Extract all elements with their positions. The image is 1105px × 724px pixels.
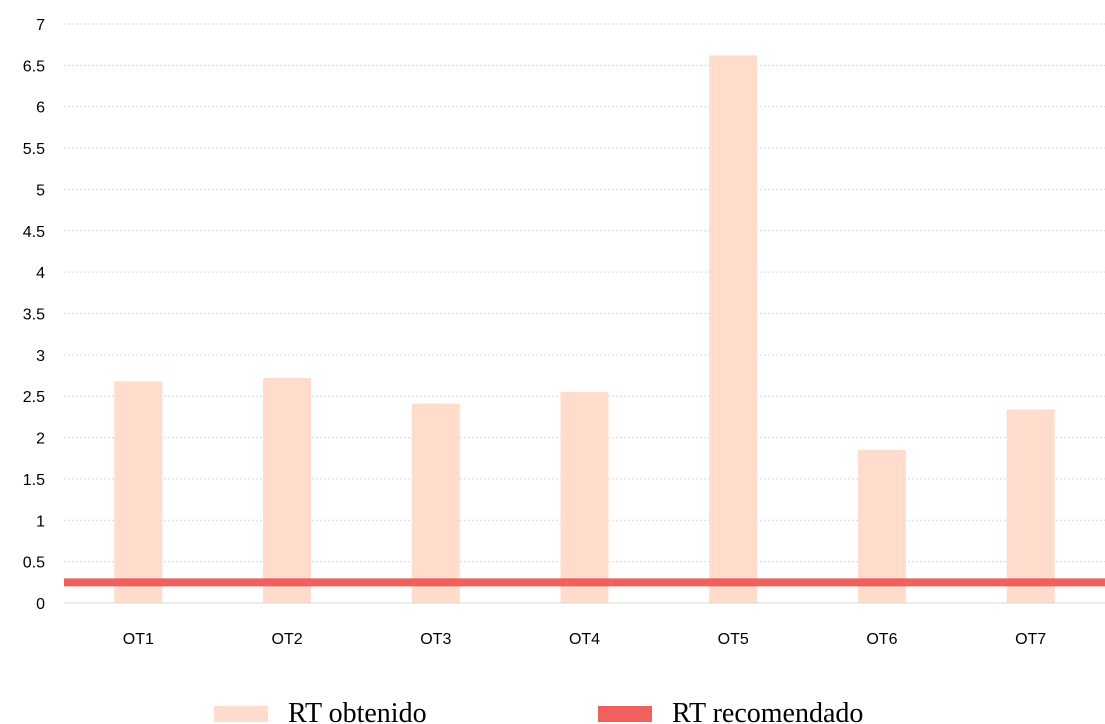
legend-label-rt-recomendado: RT recomendado xyxy=(672,698,863,724)
x-tick-label: OT3 xyxy=(420,631,451,648)
y-tick-label: 0 xyxy=(36,596,45,613)
y-tick-label: 6 xyxy=(36,100,45,117)
y-tick-label: 0.5 xyxy=(23,555,45,572)
y-tick-label: 3 xyxy=(36,348,45,365)
legend-swatch-rt-obtenido xyxy=(214,706,268,722)
y-tick-label: 6.5 xyxy=(23,58,45,75)
y-tick-label: 7 xyxy=(36,17,45,34)
legend-label-rt-obtenido: RT obtenido xyxy=(288,698,427,724)
y-axis-tick-labels: 0 0.5 1 1.5 2 2.5 3 3.5 4 4.5 5 5.5 6 6.5 7 xyxy=(23,17,45,613)
bar-ot5 xyxy=(709,55,758,604)
bar-ot3 xyxy=(411,403,460,603)
x-tick-label: OT6 xyxy=(866,631,897,648)
legend: RT obtenido RT recomendado xyxy=(214,698,863,724)
bar-ot6 xyxy=(857,449,906,603)
legend-swatch-rt-recomendado xyxy=(598,706,652,722)
bars xyxy=(114,55,1055,604)
y-tick-label: 4 xyxy=(36,265,45,282)
x-tick-label: OT5 xyxy=(718,631,749,648)
x-tick-label: OT1 xyxy=(123,631,154,648)
y-tick-label: 3.5 xyxy=(23,307,45,324)
y-tick-label: 5.5 xyxy=(23,141,45,158)
x-tick-label: OT7 xyxy=(1015,631,1046,648)
x-tick-label: OT4 xyxy=(569,631,600,648)
y-tick-label: 5 xyxy=(36,182,45,199)
y-tick-label: 2 xyxy=(36,431,45,448)
bar-ot1 xyxy=(114,381,163,603)
y-tick-label: 4.5 xyxy=(23,224,45,241)
bar-ot7 xyxy=(1006,409,1055,603)
y-tick-label: 2.5 xyxy=(23,389,45,406)
x-axis-tick-labels: OT1 OT2 OT3 OT4 OT5 OT6 OT7 xyxy=(123,631,1047,648)
y-tick-label: 1.5 xyxy=(23,472,45,489)
bar-ot2 xyxy=(263,378,312,603)
y-tick-label: 1 xyxy=(36,513,45,530)
x-tick-label: OT2 xyxy=(272,631,303,648)
bar-ot4 xyxy=(560,392,609,603)
